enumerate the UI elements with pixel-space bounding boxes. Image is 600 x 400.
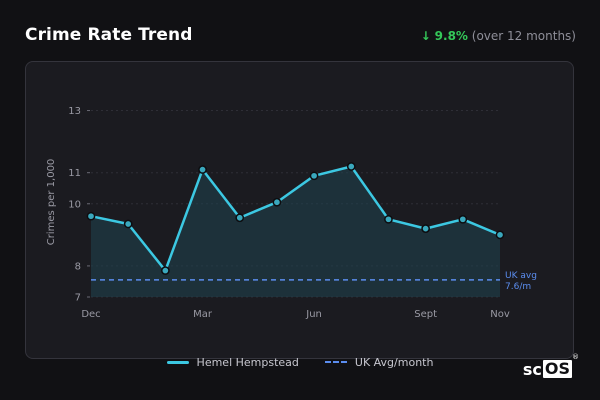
trend-percentage: 9.8% [434, 29, 468, 43]
data-point-nov[interactable] [495, 230, 505, 240]
data-point-mar[interactable] [198, 165, 207, 174]
series-line-hemel-hempstead [89, 165, 502, 272]
x-tick-label: Nov [490, 309, 510, 320]
legend-swatch-dashed [324, 361, 347, 363]
logo-text-boxed: OS [542, 359, 572, 378]
trend-down-arrow-icon: ↓ [420, 29, 431, 43]
legend-swatch-solid [166, 360, 189, 364]
legend-label: Hemel Hempstead [196, 355, 299, 369]
series-line-layer [89, 165, 502, 272]
y-tick-label: 7 [75, 293, 81, 304]
data-points [86, 162, 505, 275]
chart-legend: Hemel Hempstead UK Avg/month [0, 354, 600, 370]
data-point-jul[interactable] [346, 162, 356, 171]
scos-logo: sc OS ® [522, 354, 579, 379]
y-tick-label: 10 [68, 199, 81, 210]
trend-period-note: (over 12 months) [471, 29, 576, 43]
uk-avg-annotation-line2: 7.6/m [505, 282, 531, 292]
y-tick-label: 11 [68, 168, 81, 179]
trend-summary: ↓ 9.8% (over 12 months) [421, 29, 576, 43]
data-point-oct[interactable] [458, 214, 468, 224]
legend-item-hemel-hempstead[interactable]: Hemel Hempstead [166, 355, 299, 369]
legend-label: UK Avg/month [354, 355, 434, 369]
data-point-may[interactable] [272, 197, 282, 207]
y-tick-label: 13 [68, 106, 81, 117]
data-point-aug[interactable] [384, 214, 393, 224]
series-area-layer [91, 166, 500, 297]
data-point-jan[interactable] [123, 219, 133, 229]
data-point-jun[interactable] [309, 171, 319, 181]
page-title: Crime Rate Trend [25, 25, 193, 45]
x-axis-ticks: Dec Mar Jun Sept Nov [81, 309, 510, 320]
series-area-hemel-hempstead [91, 166, 500, 297]
data-point-apr[interactable] [235, 213, 245, 223]
data-point-sept[interactable] [421, 224, 430, 233]
y-axis-label: Crimes per 1,000 [46, 159, 57, 246]
data-point-dec[interactable] [86, 211, 96, 221]
logo-text-left: sc [522, 360, 542, 379]
x-tick-label: Jun [305, 309, 322, 320]
uk-avg-annotation-line1: UK avg [505, 271, 537, 281]
registered-mark: ® [572, 353, 579, 361]
y-tick-label: 8 [75, 261, 81, 272]
x-tick-label: Mar [193, 309, 213, 320]
data-point-feb[interactable] [161, 266, 170, 275]
legend-item-uk-avg[interactable]: UK Avg/month [324, 355, 434, 369]
y-axis-ticks: 7 8 10 11 13 [68, 106, 90, 304]
x-tick-label: Dec [81, 309, 100, 320]
x-tick-label: Sept [414, 309, 437, 320]
